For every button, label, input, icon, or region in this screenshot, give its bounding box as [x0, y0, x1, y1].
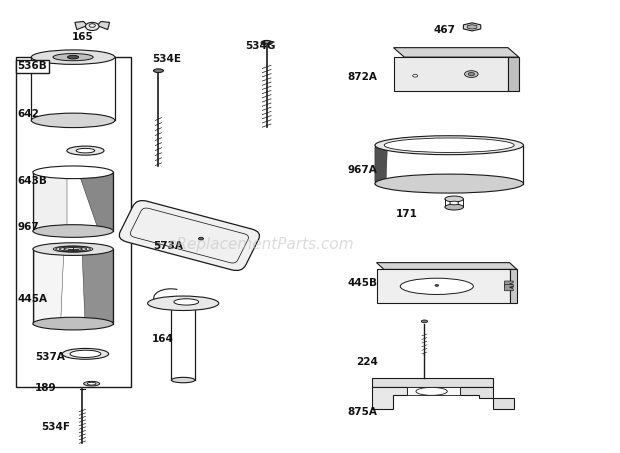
- Text: 224: 224: [356, 357, 378, 367]
- Polygon shape: [372, 378, 493, 387]
- Polygon shape: [460, 387, 514, 410]
- Ellipse shape: [174, 299, 198, 305]
- Ellipse shape: [67, 146, 104, 155]
- Ellipse shape: [84, 381, 100, 386]
- Ellipse shape: [445, 204, 463, 210]
- Ellipse shape: [76, 149, 95, 153]
- FancyBboxPatch shape: [443, 72, 500, 77]
- Ellipse shape: [33, 317, 113, 330]
- Polygon shape: [394, 48, 519, 57]
- Ellipse shape: [261, 40, 272, 45]
- Ellipse shape: [445, 196, 463, 202]
- Text: 967: 967: [17, 222, 39, 231]
- Polygon shape: [97, 21, 110, 29]
- Ellipse shape: [172, 377, 195, 383]
- FancyBboxPatch shape: [443, 66, 500, 71]
- Polygon shape: [407, 387, 460, 395]
- Ellipse shape: [86, 22, 99, 30]
- Ellipse shape: [32, 50, 115, 64]
- Ellipse shape: [154, 69, 164, 72]
- Ellipse shape: [33, 243, 113, 255]
- Ellipse shape: [401, 278, 474, 294]
- FancyBboxPatch shape: [119, 201, 260, 270]
- Polygon shape: [510, 270, 517, 303]
- Text: 536B: 536B: [17, 61, 47, 71]
- Polygon shape: [375, 148, 388, 181]
- FancyBboxPatch shape: [443, 77, 500, 82]
- Text: 872A: 872A: [347, 72, 377, 82]
- Polygon shape: [505, 281, 513, 287]
- Text: 534E: 534E: [153, 54, 181, 64]
- Ellipse shape: [435, 284, 439, 286]
- Polygon shape: [372, 387, 407, 410]
- FancyBboxPatch shape: [443, 83, 500, 88]
- Ellipse shape: [468, 72, 474, 76]
- Polygon shape: [79, 174, 113, 229]
- Text: 967A: 967A: [347, 165, 377, 175]
- Polygon shape: [508, 57, 519, 91]
- Text: 643B: 643B: [17, 176, 47, 186]
- Ellipse shape: [375, 136, 523, 154]
- Ellipse shape: [68, 55, 79, 59]
- Polygon shape: [34, 251, 64, 322]
- Ellipse shape: [70, 350, 101, 357]
- Text: 642: 642: [17, 109, 39, 119]
- Ellipse shape: [62, 348, 108, 359]
- Ellipse shape: [416, 387, 447, 395]
- Text: 189: 189: [35, 383, 56, 393]
- Polygon shape: [376, 270, 510, 303]
- Ellipse shape: [422, 320, 428, 323]
- Text: 445A: 445A: [17, 294, 47, 304]
- Ellipse shape: [384, 138, 514, 153]
- Ellipse shape: [33, 225, 113, 237]
- Text: 534F: 534F: [41, 423, 70, 433]
- Ellipse shape: [450, 201, 458, 205]
- Ellipse shape: [53, 53, 93, 61]
- Polygon shape: [467, 24, 477, 29]
- Text: 165: 165: [72, 32, 94, 42]
- Text: 534G: 534G: [245, 41, 275, 51]
- Text: 573A: 573A: [154, 241, 184, 251]
- Bar: [16, 57, 131, 387]
- Ellipse shape: [198, 237, 203, 240]
- Polygon shape: [75, 21, 87, 29]
- Polygon shape: [82, 251, 113, 322]
- Text: 875A: 875A: [347, 407, 377, 417]
- Text: 171: 171: [396, 209, 417, 219]
- Text: 445B: 445B: [347, 278, 377, 288]
- Ellipse shape: [375, 174, 523, 193]
- Ellipse shape: [87, 382, 96, 385]
- Text: eReplacementParts.com: eReplacementParts.com: [167, 237, 354, 252]
- Ellipse shape: [32, 113, 115, 128]
- Polygon shape: [394, 57, 508, 91]
- Polygon shape: [505, 284, 513, 291]
- Ellipse shape: [464, 71, 478, 77]
- Text: 164: 164: [153, 334, 174, 344]
- Ellipse shape: [33, 166, 113, 178]
- Text: 537A: 537A: [35, 352, 64, 362]
- Polygon shape: [463, 23, 480, 31]
- Text: 467: 467: [434, 25, 456, 35]
- FancyBboxPatch shape: [443, 60, 500, 65]
- Polygon shape: [34, 174, 67, 229]
- Polygon shape: [376, 263, 517, 270]
- Ellipse shape: [148, 296, 219, 310]
